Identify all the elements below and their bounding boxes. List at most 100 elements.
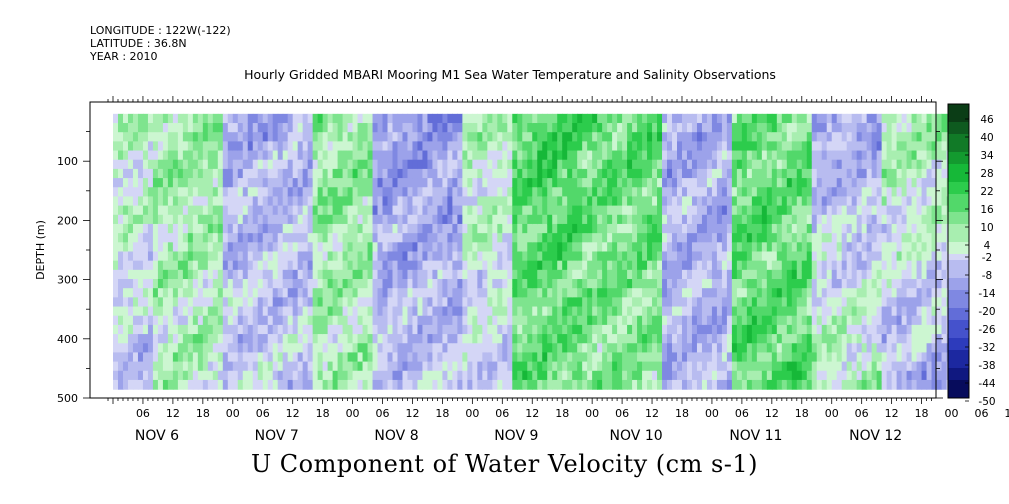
heatmap-cell [846,214,853,225]
heatmap-cell [537,370,543,381]
heatmap-cell [637,279,643,289]
heatmap-cell [607,113,613,124]
heatmap-cell [741,214,748,225]
heatmap-cell [696,178,703,188]
heatmap-cell [657,214,663,225]
heatmap-cell [357,242,364,253]
heatmap-cell [831,123,838,133]
heatmap-cell [652,260,658,271]
heatmap-cell [507,269,513,280]
heatmap-cell [761,260,768,271]
heatmap-cell [846,141,853,152]
heatmap-cell [217,205,224,216]
heatmap-cell [162,187,169,198]
heatmap-cell [851,196,858,207]
heatmap-cell [347,379,354,390]
heatmap-cell [756,242,763,253]
heatmap-cell [467,324,473,335]
heatmap-cell [492,269,498,280]
heatmap-cell [382,251,389,262]
heatmap-cell [706,379,713,390]
heatmap-cell [582,214,588,225]
heatmap-cell [182,315,189,326]
heatmap-cell [537,113,543,124]
heatmap-cell [791,297,798,308]
heatmap-cell [412,196,419,207]
heatmap-cell [587,361,593,372]
heatmap-cell [342,113,349,124]
heatmap-cell [642,223,648,234]
heatmap-cell [257,251,264,262]
heatmap-cell [247,141,254,152]
heatmap-cell [287,168,294,179]
heatmap-cell [906,361,913,372]
heatmap-cell [312,205,319,216]
heatmap-cell [741,233,748,243]
heatmap-cell [801,123,808,133]
heatmap-cell [212,196,219,207]
heatmap-cell [512,315,518,326]
heatmap-cell [776,205,783,216]
heatmap-cell [377,352,384,363]
heatmap-cell [382,260,389,271]
heatmap-cell [582,141,588,152]
heatmap-cell [517,214,523,225]
heatmap-cell [841,260,848,271]
heatmap-cell [901,343,908,354]
heatmap-cell [836,297,843,308]
heatmap-cell [447,178,453,188]
heatmap-cell [402,168,409,179]
heatmap-cell [891,315,898,326]
heatmap-cell [836,251,843,262]
heatmap-cell [362,379,369,390]
heatmap-cell [197,196,204,207]
heatmap-cell [916,205,923,216]
heatmap-cell [217,297,224,308]
heatmap-cell [177,132,184,142]
heatmap-cell [137,178,144,188]
heatmap-cell [582,288,588,298]
heatmap-cell [172,297,179,308]
heatmap-cell [706,178,713,188]
heatmap-cell [507,196,513,207]
heatmap-cell [592,379,598,390]
heatmap-cell [192,187,199,198]
heatmap-cell [911,196,918,207]
heatmap-cell [667,196,673,207]
heatmap-cell [851,113,858,124]
heatmap-cell [437,315,444,326]
heatmap-cell [891,334,898,344]
heatmap-cell [227,334,234,344]
heatmap-cell [192,214,199,225]
heatmap-cell [147,297,154,308]
heatmap-cell [372,123,379,133]
heatmap-cell [247,288,254,298]
heatmap-cell [901,379,908,390]
heatmap-cell [427,352,434,363]
heatmap-cell [607,260,613,271]
heatmap-cell [372,306,379,317]
heatmap-cell [397,123,404,133]
heatmap-cell [607,123,613,133]
heatmap-cell [382,288,389,298]
heatmap-cell [192,269,199,280]
heatmap-cell [412,324,419,335]
heatmap-cell [327,279,334,289]
heatmap-cell [297,168,304,179]
heatmap-cell [836,343,843,354]
heatmap-cell [632,178,638,188]
heatmap-cell [457,242,463,253]
heatmap-cell [232,361,239,372]
heatmap-cell [317,150,324,161]
heatmap-cell [152,324,159,335]
heatmap-cell [467,379,473,390]
heatmap-cell [731,123,738,133]
heatmap-cell [806,334,813,344]
heatmap-cell [751,214,758,225]
heatmap-cell [457,315,463,326]
heatmap-cell [477,315,483,326]
heatmap-cell [796,324,803,335]
heatmap-cell [427,269,434,280]
heatmap-cell [711,288,718,298]
heatmap-cell [337,334,344,344]
